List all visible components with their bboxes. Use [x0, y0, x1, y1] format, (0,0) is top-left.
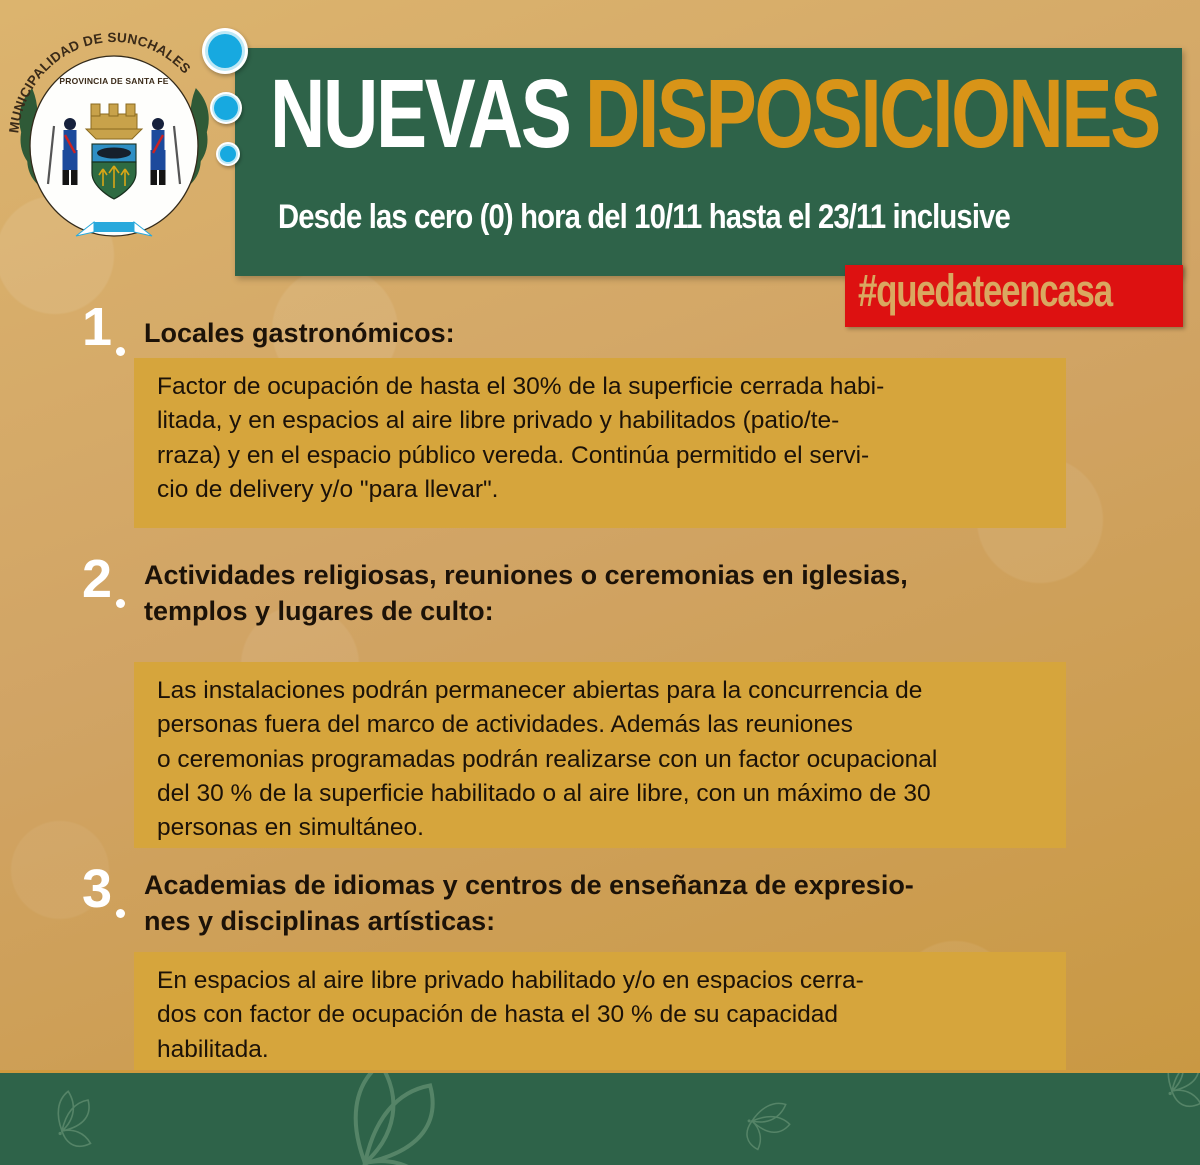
svg-text:PROVINCIA DE SANTA FE: PROVINCIA DE SANTA FE	[59, 76, 168, 86]
